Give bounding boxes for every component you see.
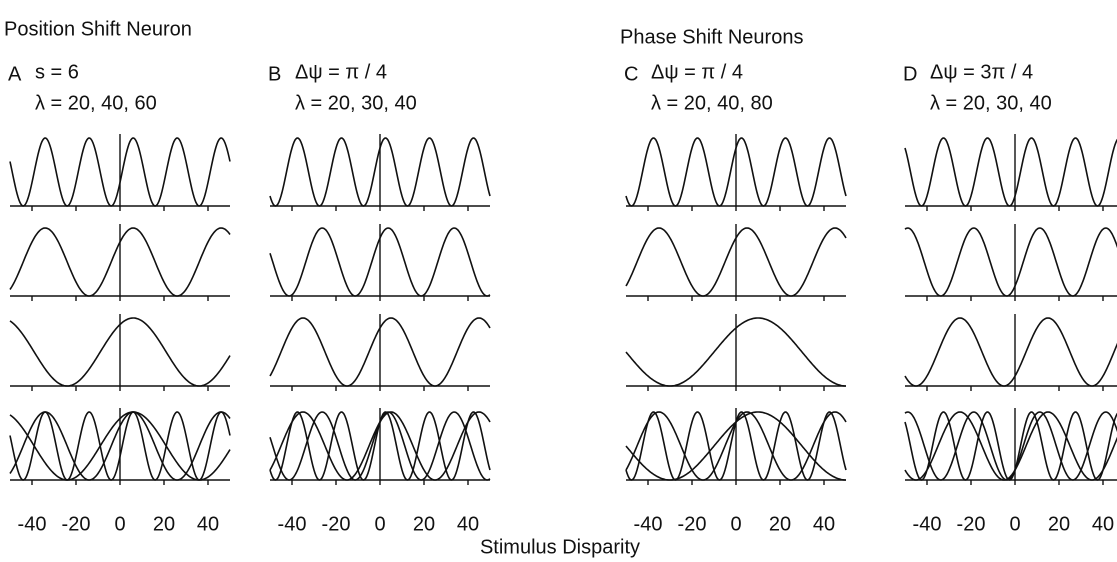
- tuning-curve: [904, 137, 1117, 207]
- lambda-label: λ = 20, 30, 40: [295, 92, 417, 114]
- x-tick-label: 0: [114, 513, 125, 535]
- tuning-curve: [9, 411, 231, 481]
- tuning-curve: [904, 411, 1117, 481]
- panel-letter: B: [268, 63, 281, 85]
- x-tick-label: -20: [957, 513, 986, 535]
- panel-letter: C: [624, 63, 638, 85]
- param-label: Δψ = π / 4: [651, 61, 743, 83]
- tuning-curve: [904, 411, 1117, 481]
- tuning-curve: [904, 317, 1117, 387]
- tuning-curve: [269, 227, 491, 297]
- tuning-curve: [625, 317, 846, 387]
- right-title: Phase Shift Neurons: [620, 26, 803, 48]
- tuning-curve: [269, 137, 491, 207]
- x-tick-label: 0: [1009, 513, 1020, 535]
- x-tick-label: 20: [153, 513, 175, 535]
- x-label: Stimulus Disparity: [480, 536, 640, 558]
- x-tick-label: 0: [730, 513, 741, 535]
- x-tick-label: -20: [62, 513, 91, 535]
- left-title: Position Shift Neuron: [4, 18, 192, 40]
- x-tick-label: 40: [457, 513, 479, 535]
- tuning-curve: [9, 227, 231, 297]
- tuning-curve: [904, 411, 1117, 481]
- x-tick-label: -40: [634, 513, 663, 535]
- x-tick-label: 40: [1092, 513, 1114, 535]
- tuning-curve: [625, 227, 847, 297]
- tuning-curve: [625, 411, 846, 481]
- x-tick-label: 20: [413, 513, 435, 535]
- param-label: Δψ = 3π / 4: [930, 61, 1033, 83]
- x-tick-label: 0: [374, 513, 385, 535]
- tuning-curve: [269, 411, 491, 481]
- x-tick-label: -20: [322, 513, 351, 535]
- lambda-label: λ = 20, 40, 80: [651, 92, 773, 114]
- param-label: s = 6: [35, 61, 79, 83]
- x-tick-label: -40: [18, 513, 47, 535]
- x-tick-label: 40: [197, 513, 219, 535]
- x-tick-label: 40: [813, 513, 835, 535]
- panel-letter: A: [8, 63, 22, 85]
- tuning-curve: [9, 137, 231, 207]
- tuning-curve: [625, 137, 847, 207]
- x-tick-label: -40: [278, 513, 307, 535]
- x-tick-label: -40: [913, 513, 942, 535]
- tuning-curve: [904, 227, 1117, 297]
- tuning-curve: [9, 317, 231, 387]
- panel-letter: D: [903, 63, 917, 85]
- x-tick-label: -20: [678, 513, 707, 535]
- param-label: Δψ = π / 4: [295, 61, 387, 83]
- lambda-label: λ = 20, 30, 40: [930, 92, 1052, 114]
- tuning-curve: [9, 411, 231, 481]
- x-tick-label: 20: [769, 513, 791, 535]
- lambda-label: λ = 20, 40, 60: [35, 92, 157, 114]
- x-tick-label: 20: [1048, 513, 1070, 535]
- tuning-curve: [269, 317, 491, 387]
